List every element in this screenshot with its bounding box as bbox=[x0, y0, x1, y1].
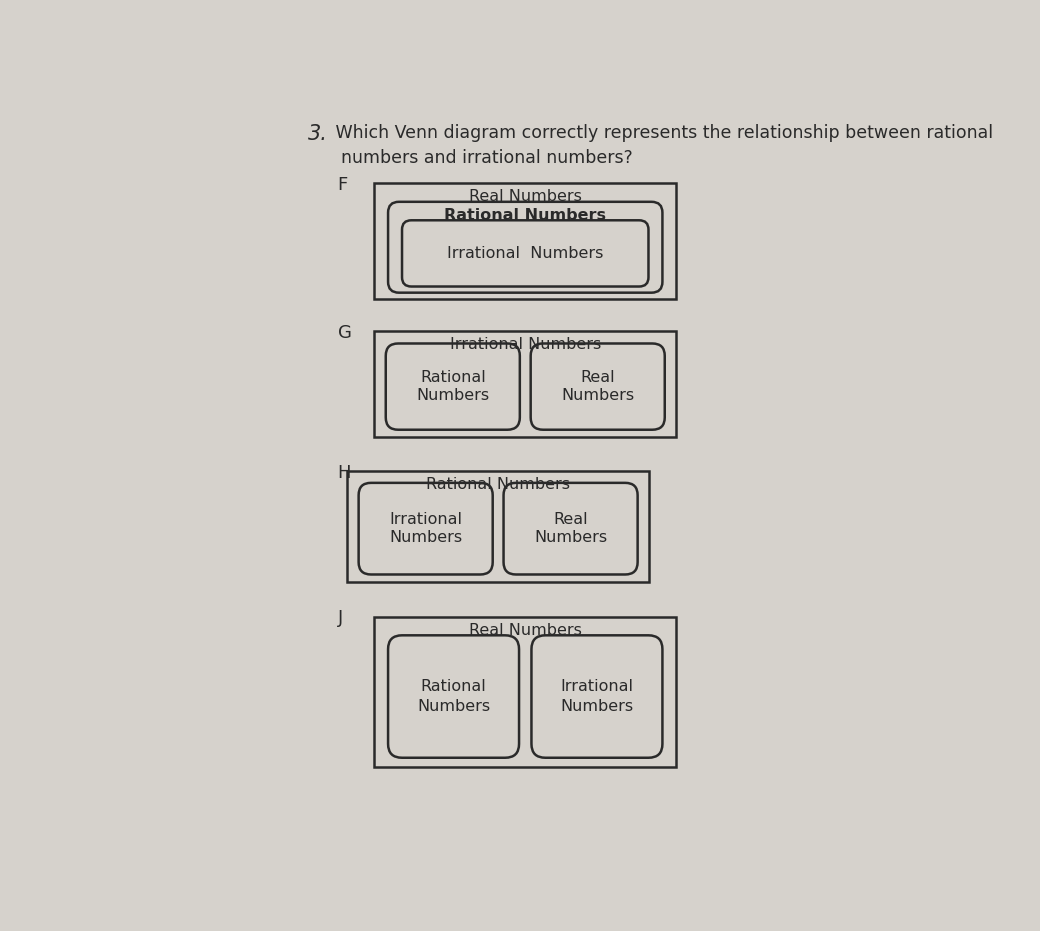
Text: Irrational  Numbers: Irrational Numbers bbox=[447, 246, 603, 261]
Text: Real
Numbers: Real Numbers bbox=[534, 512, 607, 546]
Text: Irrational Numbers: Irrational Numbers bbox=[449, 337, 601, 352]
Bar bbox=[374, 331, 676, 438]
Text: Rational Numbers: Rational Numbers bbox=[444, 208, 606, 223]
Bar bbox=[374, 183, 676, 299]
Text: Rational Numbers: Rational Numbers bbox=[426, 477, 570, 492]
Text: Which Venn diagram correctly represents the relationship between rational
  numb: Which Venn diagram correctly represents … bbox=[330, 124, 993, 167]
Text: H: H bbox=[338, 465, 352, 482]
Text: Real
Numbers: Real Numbers bbox=[562, 370, 634, 403]
Text: J: J bbox=[338, 609, 343, 627]
Text: Irrational
Numbers: Irrational Numbers bbox=[389, 512, 462, 546]
Text: Irrational
Numbers: Irrational Numbers bbox=[561, 679, 633, 714]
Text: Rational
Numbers: Rational Numbers bbox=[416, 370, 490, 403]
Text: Rational
Numbers: Rational Numbers bbox=[417, 679, 490, 714]
Text: 3.: 3. bbox=[308, 124, 329, 144]
Text: Real Numbers: Real Numbers bbox=[469, 190, 581, 205]
Text: G: G bbox=[338, 324, 352, 343]
Text: Real Numbers: Real Numbers bbox=[469, 623, 581, 638]
Bar bbox=[374, 617, 676, 767]
Bar bbox=[347, 470, 649, 582]
Text: F: F bbox=[338, 176, 348, 194]
